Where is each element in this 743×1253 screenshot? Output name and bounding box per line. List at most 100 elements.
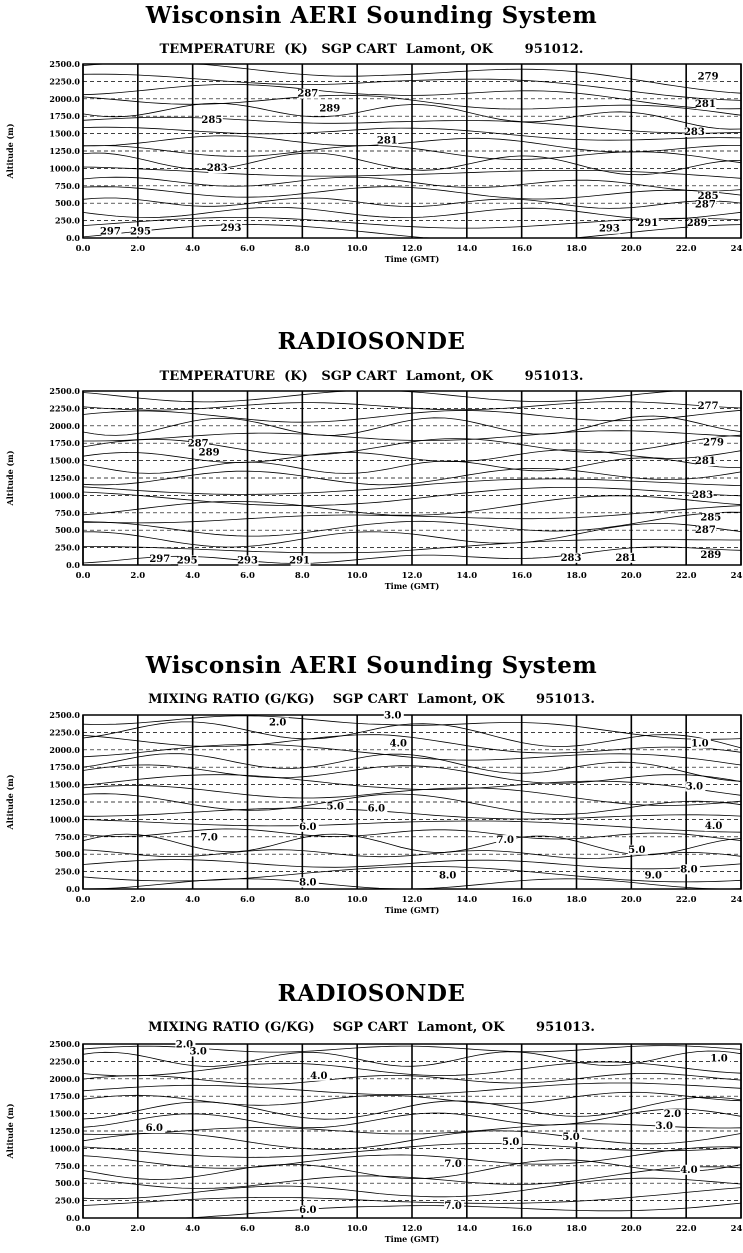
contour-line: [82, 793, 742, 815]
x-tick-label: 8.0: [295, 571, 310, 581]
y-tick-label: 2000.0: [49, 1074, 80, 1084]
contour-line: [82, 449, 742, 464]
y-tick-label: 1750.0: [49, 1091, 80, 1101]
contour-label-bg: [290, 555, 311, 566]
contour-label: 5.0: [327, 802, 344, 813]
contour-label: 2.0: [664, 1109, 681, 1120]
contour-line: [82, 84, 742, 110]
contour-label: 8.0: [680, 864, 697, 875]
y-tick-label: 0.0: [66, 1213, 80, 1223]
x-tick-label: 6.0: [240, 244, 255, 254]
x-tick-label: 12.0: [402, 895, 423, 905]
x-tick-label: 6.0: [240, 1224, 255, 1234]
contour-label-bg: [690, 738, 711, 749]
contour-label: 283: [692, 490, 713, 501]
y-tick-label: 1250.0: [49, 797, 80, 807]
contour-line: [82, 166, 742, 179]
contour-label-bg: [638, 218, 659, 229]
contour-line: [82, 1187, 742, 1206]
contour-label: 283: [561, 553, 582, 564]
contour-label-bg: [189, 438, 210, 449]
contour-line: [82, 63, 742, 94]
y-tick-label: 500.0: [55, 1178, 80, 1188]
contour-label-bg: [701, 550, 722, 561]
chart-title-3: Wisconsin AERI Sounding System: [145, 652, 598, 679]
contour-label: 281: [695, 99, 716, 110]
contour-line: [82, 828, 742, 841]
contour-label: 5.0: [502, 1137, 519, 1148]
x-axis-label: Time (GMT): [385, 254, 440, 264]
x-tick-label: 22.0: [676, 895, 697, 905]
contour-line: [82, 1130, 742, 1150]
contour-label-bg: [367, 803, 388, 814]
contour-label-bg: [704, 437, 725, 448]
contour-label-bg: [704, 821, 725, 832]
contour-label: 4.0: [705, 821, 722, 832]
contour-line: [82, 1123, 742, 1135]
contour-label: 9.0: [645, 871, 662, 882]
y-tick-label: 500.0: [55, 198, 80, 208]
x-tick-label: 12.0: [402, 244, 423, 254]
y-tick-label: 2500.0: [49, 710, 80, 720]
contour-label: 1.0: [710, 1053, 727, 1064]
contour-label-bg: [562, 552, 583, 563]
chart-subtitle-3: MIXING RATIO (G/KG) SGP CART Lamont, OK …: [148, 692, 595, 707]
x-tick-label: 4.0: [185, 571, 200, 581]
contour-label: 5.0: [628, 845, 645, 856]
contour-label: 289: [319, 103, 340, 114]
contour-label: 7.0: [200, 832, 217, 843]
y-tick-label: 1250.0: [49, 1126, 80, 1136]
contour-label-bg: [710, 1053, 731, 1064]
contour-label-bg: [501, 1136, 522, 1147]
contour-label-bg: [701, 512, 722, 523]
contour-label-bg: [150, 554, 171, 565]
contour-label: 285: [700, 512, 721, 523]
contour-line: [82, 197, 742, 209]
contour-label-bg: [222, 223, 243, 234]
contour-label: 287: [695, 199, 716, 210]
x-tick-label: 24.0: [731, 895, 743, 905]
contour-label: 281: [695, 456, 716, 467]
contour-plot-3: 2500.0 2250.0 2000.0 1750.0 1500.0 1250.0 1000…: [5, 710, 743, 915]
contour-label-bg: [616, 552, 637, 563]
chart-title-4: RADIOSONDE: [277, 980, 466, 1007]
contour-label: 3.0: [189, 1046, 206, 1057]
contour-label-bg: [101, 226, 122, 237]
contour-label: 295: [177, 556, 198, 567]
contour-label: 5.0: [562, 1132, 579, 1143]
contour-line: [82, 401, 742, 411]
contour-label-bg: [438, 870, 459, 881]
contour-label: 287: [297, 89, 318, 100]
contour-label: 4.0: [310, 1071, 327, 1082]
contour-label-bg: [268, 717, 289, 728]
contour-label: 3.0: [686, 781, 703, 792]
x-tick-label: 18.0: [566, 1224, 587, 1234]
contour-line: [82, 207, 742, 220]
contour-line: [82, 73, 742, 101]
contour-line: [82, 487, 742, 506]
y-tick-label: 2500.0: [49, 386, 80, 396]
contour-line: [82, 1108, 742, 1129]
contour-line: [82, 849, 742, 859]
x-tick-label: 4.0: [185, 895, 200, 905]
contour-line: [82, 217, 742, 229]
contour-line: [82, 785, 742, 806]
x-tick-label: 0.0: [76, 895, 91, 905]
contour-line: [82, 176, 742, 192]
x-tick-label: 10.0: [347, 1224, 368, 1234]
x-tick-label: 24.0: [731, 571, 743, 581]
contour-label-bg: [685, 126, 706, 137]
x-tick-label: 2.0: [130, 1224, 145, 1234]
contour-line: [82, 1143, 742, 1158]
x-tick-label: 14.0: [456, 571, 477, 581]
contour-label: 293: [221, 223, 242, 234]
contour-label: 289: [700, 550, 721, 561]
contour-line: [83, 430, 742, 442]
x-tick-label: 2.0: [130, 571, 145, 581]
y-tick-label: 750.0: [55, 1161, 80, 1171]
contour-line: [82, 126, 742, 141]
contour-label: 7.0: [444, 1159, 461, 1170]
contour-label-bg: [178, 555, 199, 566]
contour-label: 4.0: [680, 1165, 697, 1176]
contour-line: [82, 1061, 742, 1077]
